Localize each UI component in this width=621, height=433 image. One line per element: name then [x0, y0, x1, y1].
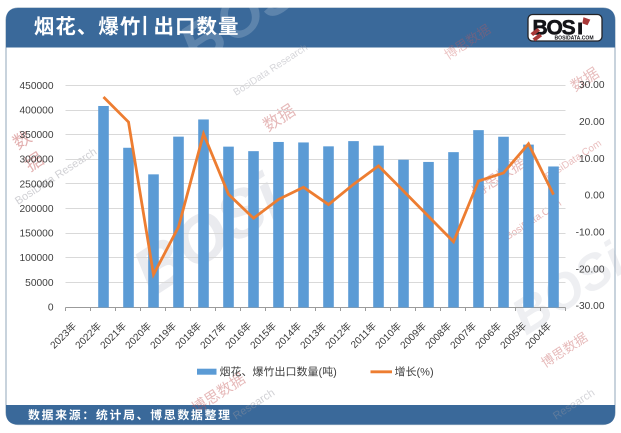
svg-text:350000: 350000 — [20, 130, 54, 141]
svg-text:BOSIDATA.COM: BOSIDATA.COM — [555, 36, 594, 42]
svg-text:30.00: 30.00 — [579, 80, 605, 91]
svg-text:10.00: 10.00 — [579, 154, 605, 165]
svg-text:): ) — [333, 367, 337, 379]
svg-text:100000: 100000 — [20, 253, 54, 264]
svg-text:20.00: 20.00 — [579, 117, 605, 128]
svg-text:-20.00: -20.00 — [576, 264, 605, 275]
svg-text:BOS: BOS — [533, 17, 576, 40]
svg-text:150000: 150000 — [20, 229, 54, 240]
svg-text:0.00: 0.00 — [585, 191, 605, 202]
svg-text:-30.00: -30.00 — [576, 301, 605, 312]
svg-text:300000: 300000 — [20, 155, 54, 166]
svg-text:50000: 50000 — [25, 278, 54, 289]
svg-text:450000: 450000 — [20, 81, 54, 92]
svg-text:400000: 400000 — [20, 106, 54, 117]
svg-text:250000: 250000 — [20, 179, 54, 190]
svg-text:0: 0 — [48, 302, 54, 313]
svg-text:-10.00: -10.00 — [576, 227, 605, 238]
svg-text:(: ( — [319, 367, 323, 379]
svg-text:200000: 200000 — [20, 204, 54, 215]
svg-text:(%): (%) — [417, 367, 434, 379]
